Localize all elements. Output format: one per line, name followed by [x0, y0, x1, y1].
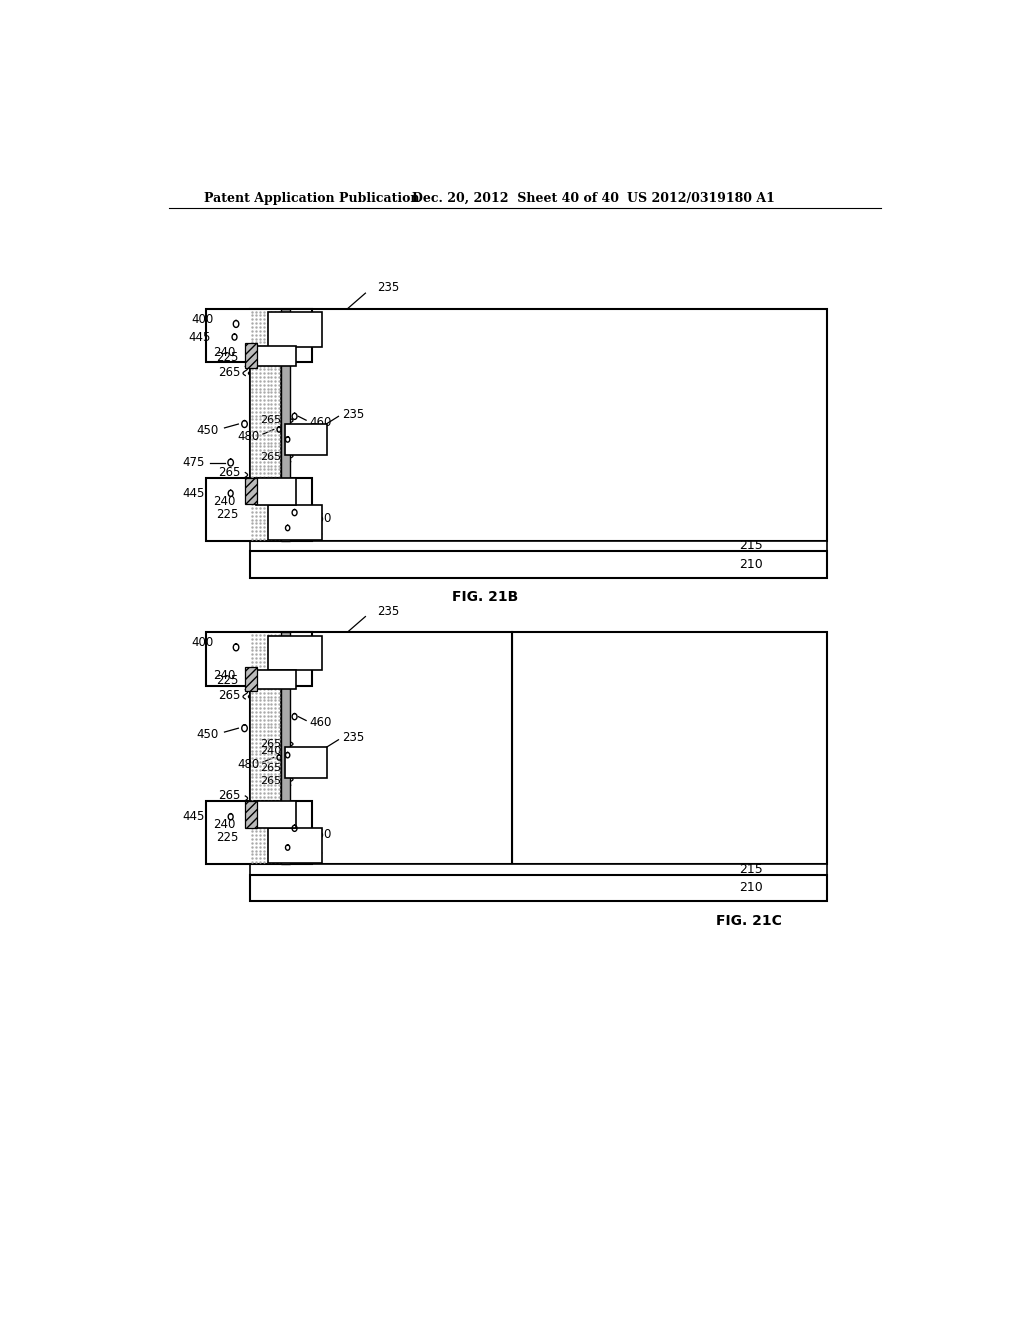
Text: 265: 265 [218, 689, 241, 702]
Bar [206, 478, 311, 541]
Text: 230: 230 [284, 515, 306, 528]
Bar [250, 632, 281, 865]
Text: 220: 220 [295, 433, 317, 446]
Text: 460: 460 [309, 416, 332, 429]
Text: 240: 240 [213, 495, 236, 508]
Text: 475: 475 [182, 455, 205, 469]
Bar [250, 632, 512, 865]
Bar [267, 506, 322, 540]
Text: 235: 235 [377, 605, 399, 618]
Text: FIG. 21B: FIG. 21B [453, 590, 519, 605]
Bar [281, 309, 290, 541]
Text: 450: 450 [197, 727, 219, 741]
Text: 265: 265 [260, 776, 282, 785]
Bar [267, 313, 322, 347]
Text: 445: 445 [182, 487, 205, 500]
Text: 230: 230 [284, 647, 306, 659]
Bar [512, 632, 827, 865]
Bar [285, 747, 327, 779]
Text: 225: 225 [216, 351, 239, 363]
Text: 225: 225 [216, 832, 239, 843]
Text: 240: 240 [260, 746, 282, 756]
Text: 265: 265 [260, 453, 282, 462]
Text: 460: 460 [309, 717, 332, 730]
Text: 235: 235 [377, 281, 399, 294]
Text: US 2012/0319180 A1: US 2012/0319180 A1 [628, 191, 775, 205]
Text: 240: 240 [213, 818, 236, 832]
Text: 265: 265 [260, 416, 282, 425]
Text: 220: 220 [265, 350, 288, 363]
Bar [245, 801, 257, 828]
Bar [206, 801, 311, 865]
Bar [250, 875, 827, 902]
Bar [245, 343, 257, 368]
Text: 480: 480 [237, 758, 259, 771]
Bar [245, 478, 257, 504]
Text: 455: 455 [301, 755, 324, 768]
Text: Patent Application Publication: Patent Application Publication [204, 191, 419, 205]
Text: 450: 450 [197, 424, 219, 437]
Text: 265: 265 [218, 366, 241, 379]
Text: FIG. 21C: FIG. 21C [716, 913, 781, 928]
Bar [256, 669, 296, 689]
Bar [250, 552, 827, 578]
Bar [250, 865, 827, 875]
Bar [206, 632, 311, 686]
Text: 480: 480 [237, 430, 259, 444]
Bar [256, 478, 296, 506]
Text: 235: 235 [342, 731, 365, 744]
Bar [250, 541, 827, 552]
Bar [281, 632, 290, 865]
Text: 265: 265 [218, 466, 241, 479]
Text: 230: 230 [284, 323, 306, 335]
Text: 215: 215 [739, 862, 763, 875]
Text: 240: 240 [213, 346, 236, 359]
Bar [245, 667, 257, 692]
Bar [250, 309, 827, 541]
Text: 230: 230 [284, 838, 306, 851]
Bar [267, 829, 322, 863]
Text: 460: 460 [309, 512, 332, 525]
Text: 225: 225 [216, 675, 239, 686]
Text: 220: 220 [265, 484, 288, 498]
Text: 400: 400 [191, 313, 214, 326]
Text: 235: 235 [342, 408, 365, 421]
Bar [206, 309, 311, 363]
Text: 220: 220 [265, 808, 288, 821]
Text: 220: 220 [295, 756, 317, 770]
Bar [256, 346, 296, 366]
Text: 400: 400 [191, 636, 214, 649]
Text: 445: 445 [182, 810, 205, 824]
Text: 265: 265 [260, 739, 282, 748]
Text: 265: 265 [218, 789, 241, 803]
Text: 445: 445 [188, 330, 211, 343]
Bar [256, 801, 296, 829]
Text: 210: 210 [739, 557, 763, 570]
Text: 240: 240 [213, 669, 236, 682]
Text: 220: 220 [265, 673, 288, 686]
Text: 460: 460 [309, 828, 332, 841]
Text: 265: 265 [260, 763, 282, 774]
Text: 455: 455 [301, 440, 324, 453]
Text: 225: 225 [216, 508, 239, 520]
Text: Dec. 20, 2012  Sheet 40 of 40: Dec. 20, 2012 Sheet 40 of 40 [412, 191, 618, 205]
Text: 210: 210 [739, 880, 763, 894]
Text: 215: 215 [739, 539, 763, 552]
Bar [267, 636, 322, 671]
Bar [250, 309, 281, 541]
Bar [285, 424, 327, 455]
Text: 455: 455 [301, 846, 324, 859]
Text: 455: 455 [301, 527, 324, 540]
